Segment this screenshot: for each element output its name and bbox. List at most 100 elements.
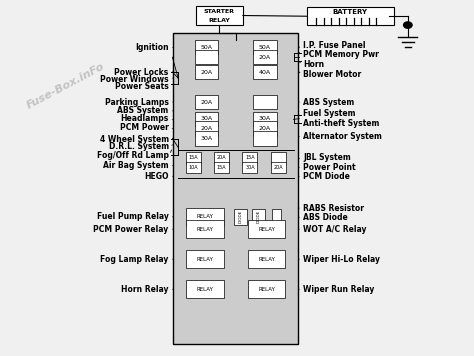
Text: PCM Power: PCM Power [120,123,169,132]
FancyBboxPatch shape [253,111,277,126]
Text: 20A: 20A [259,126,271,131]
FancyBboxPatch shape [272,209,281,225]
Text: 20A: 20A [259,55,271,60]
Text: 20A: 20A [217,155,227,160]
Text: 10A: 10A [189,165,198,170]
FancyBboxPatch shape [234,209,247,225]
FancyBboxPatch shape [252,209,265,225]
Text: Fuel Pump Relay: Fuel Pump Relay [97,213,169,221]
Text: Power Locks: Power Locks [114,68,169,77]
FancyBboxPatch shape [214,152,229,163]
Text: RELAY: RELAY [258,287,275,292]
Text: Wiper Run Relay: Wiper Run Relay [303,285,374,294]
FancyBboxPatch shape [195,111,219,126]
FancyBboxPatch shape [186,220,224,239]
FancyBboxPatch shape [271,162,286,173]
Text: ABS System: ABS System [118,106,169,115]
FancyBboxPatch shape [271,152,286,163]
FancyBboxPatch shape [195,95,219,109]
Text: Power Point: Power Point [303,163,356,172]
FancyBboxPatch shape [196,6,243,25]
Text: PCM Memory Pwr: PCM Memory Pwr [303,50,379,59]
Text: PCM Power Relay: PCM Power Relay [93,225,169,234]
Text: 30A: 30A [201,136,213,141]
FancyBboxPatch shape [186,280,224,298]
Text: WOT A/C Relay: WOT A/C Relay [303,225,366,234]
Text: RELAY: RELAY [258,257,275,262]
Text: Anti-theft System: Anti-theft System [303,119,379,128]
FancyBboxPatch shape [195,131,219,146]
Text: Blower Motor: Blower Motor [303,70,361,79]
Text: 20A: 20A [201,100,213,105]
Text: Fog Lamp Relay: Fog Lamp Relay [100,255,169,264]
FancyBboxPatch shape [214,162,229,173]
Text: DIODE: DIODE [238,210,243,224]
Text: Power Seats: Power Seats [115,82,169,91]
Text: STARTER: STARTER [204,10,235,15]
Text: 20A: 20A [273,165,283,170]
Text: RELAY: RELAY [197,287,214,292]
Text: Fog/Off Rd Lamp: Fog/Off Rd Lamp [97,151,169,159]
Text: 15A: 15A [245,155,255,160]
FancyBboxPatch shape [186,250,224,268]
Text: 30A: 30A [245,165,255,170]
FancyBboxPatch shape [186,208,224,226]
FancyBboxPatch shape [253,65,277,79]
FancyBboxPatch shape [307,7,394,25]
Text: 15A: 15A [217,165,227,170]
FancyBboxPatch shape [186,162,201,173]
Text: JBL System: JBL System [303,153,351,162]
Text: Horn Relay: Horn Relay [121,285,169,294]
Circle shape [403,22,412,28]
FancyBboxPatch shape [186,152,201,163]
FancyBboxPatch shape [195,50,219,64]
Text: RELAY: RELAY [197,227,214,232]
FancyBboxPatch shape [253,50,277,64]
Text: ABS System: ABS System [303,98,354,106]
Text: BATTERY: BATTERY [333,9,368,15]
Text: Air Bag System: Air Bag System [103,161,169,170]
FancyBboxPatch shape [242,152,257,163]
Text: Fuse-Box.inFo: Fuse-Box.inFo [25,61,106,111]
Text: Headlamps: Headlamps [120,114,169,123]
Text: PCM Diode: PCM Diode [303,172,350,181]
Text: HEGO: HEGO [144,172,169,181]
FancyBboxPatch shape [247,250,285,268]
Text: 30A: 30A [259,116,271,121]
FancyBboxPatch shape [242,162,257,173]
Text: I.P. Fuse Panel: I.P. Fuse Panel [303,41,365,50]
Text: 20A: 20A [201,69,213,74]
Text: ABS Diode: ABS Diode [303,213,348,222]
FancyBboxPatch shape [173,33,298,344]
Text: Wiper Hi-Lo Relay: Wiper Hi-Lo Relay [303,255,380,264]
Text: Parking Lamps: Parking Lamps [105,98,169,106]
FancyBboxPatch shape [195,65,219,79]
Text: 50A: 50A [259,45,271,50]
FancyBboxPatch shape [253,40,277,54]
Text: RELAY: RELAY [197,257,214,262]
FancyBboxPatch shape [195,40,219,54]
Text: 30A: 30A [201,116,213,121]
FancyBboxPatch shape [247,280,285,298]
Text: 20A: 20A [201,126,213,131]
FancyBboxPatch shape [247,220,285,239]
Text: RELAY: RELAY [209,17,230,23]
Text: Alternator System: Alternator System [303,132,382,141]
Text: Power Windows: Power Windows [100,75,169,84]
Text: 15A: 15A [189,155,198,160]
Text: 4 Wheel System: 4 Wheel System [100,135,169,143]
FancyBboxPatch shape [195,121,219,136]
Text: Horn: Horn [303,61,324,69]
FancyBboxPatch shape [253,95,277,109]
Text: RELAY: RELAY [197,214,214,219]
Text: DIODE: DIODE [256,210,260,224]
Text: Fuel System: Fuel System [303,109,356,118]
Text: RABS Resistor: RABS Resistor [303,204,364,213]
FancyBboxPatch shape [253,131,277,146]
Text: 50A: 50A [201,45,213,50]
Text: RELAY: RELAY [258,227,275,232]
Text: D.R.L. System: D.R.L. System [109,142,169,151]
FancyBboxPatch shape [253,121,277,136]
Text: Ignition: Ignition [135,43,169,52]
Text: 40A: 40A [259,69,271,74]
